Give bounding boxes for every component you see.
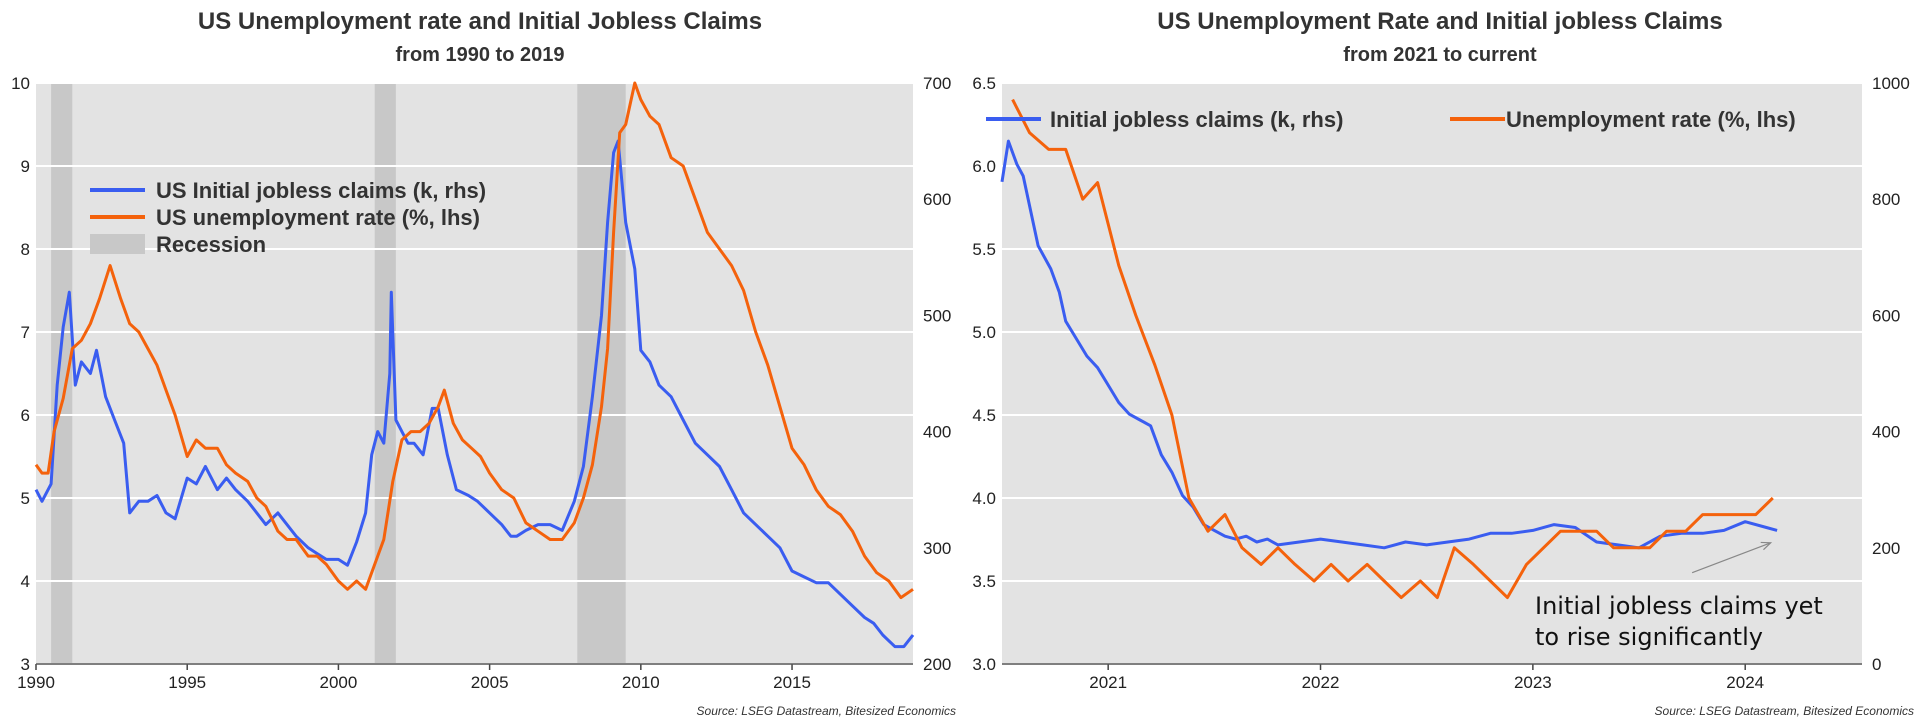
right-chart-svg: 3.0 3.5 4.0 4.5 5.0 5.5 6.0 6.5 0 200 400 600 800 100… bbox=[972, 74, 1910, 692]
y-left-tick-label: 10 bbox=[11, 74, 30, 93]
series-line-claims bbox=[34, 139, 915, 649]
x-tick-label: 1995 bbox=[168, 673, 206, 692]
y-right-tick-label: 500 bbox=[923, 306, 951, 325]
chart-title: US Unemployment rate and Initial Jobless… bbox=[197, 8, 763, 35]
left-chart-svg: 3 4 5 6 7 8 9 10 200 300 400 500 600 700 1990 1995 2000 2… bbox=[11, 74, 951, 692]
y-left-tick-label: 4 bbox=[21, 572, 30, 591]
y-left-tick-label: 5 bbox=[21, 489, 30, 508]
left-chart-panel: US Unemployment rate and Initial Jobless… bbox=[11, 8, 956, 718]
chart-source: Source: LSEG Datastream, Bitesized Econo… bbox=[1654, 704, 1914, 718]
y-right-tick-label: 600 bbox=[1872, 306, 1900, 325]
x-tick-label: 2021 bbox=[1089, 673, 1127, 692]
y-left-tick-label: 6 bbox=[21, 406, 30, 425]
x-tick-label: 2005 bbox=[471, 673, 509, 692]
series-line-unemployment bbox=[1011, 98, 1774, 600]
x-tick-label: 2023 bbox=[1514, 673, 1552, 692]
x-tick-label: 2022 bbox=[1302, 673, 1340, 692]
plot-area bbox=[36, 83, 913, 664]
y-left-tick-label: 3 bbox=[21, 655, 30, 674]
legend-label: Initial jobless claims (k, rhs) bbox=[1050, 107, 1343, 132]
chart-subtitle: from 2021 to current bbox=[1343, 44, 1537, 66]
y-left-tick-label: 7 bbox=[21, 323, 30, 342]
chart-subtitle: from 1990 to 2019 bbox=[395, 44, 565, 66]
y-right-tick-label: 400 bbox=[1872, 423, 1900, 442]
y-right-tick-label: 0 bbox=[1872, 655, 1881, 674]
x-tick-label: 2000 bbox=[319, 673, 357, 692]
legend-swatch bbox=[90, 234, 145, 254]
y-right-tick-label: 700 bbox=[923, 74, 951, 93]
y-left-tick-label: 5.5 bbox=[972, 240, 996, 259]
y-left-tick-label: 6.5 bbox=[972, 74, 996, 93]
y-left-tick-label: 4.0 bbox=[972, 489, 996, 508]
legend-label: Recession bbox=[156, 232, 266, 257]
legend-label: US unemployment rate (%, lhs) bbox=[156, 205, 480, 230]
recession-band bbox=[51, 83, 73, 664]
x-tick-label: 2015 bbox=[773, 673, 811, 692]
y-left-tick-label: 5.0 bbox=[972, 323, 996, 342]
x-tick-label: 2010 bbox=[622, 673, 660, 692]
y-left-tick-label: 4.5 bbox=[972, 406, 996, 425]
annotation-arrow bbox=[1691, 542, 1771, 574]
y-left-tick-label: 6.0 bbox=[972, 157, 996, 176]
recession-band bbox=[374, 83, 396, 664]
y-left-tick-label: 3.5 bbox=[972, 572, 996, 591]
y-right-tick-label: 600 bbox=[923, 190, 951, 209]
x-tick-label: 2024 bbox=[1726, 673, 1764, 692]
y-right-tick-label: 300 bbox=[923, 539, 951, 558]
series-line-unemployment bbox=[34, 81, 914, 600]
y-right-tick-label: 400 bbox=[923, 423, 951, 442]
x-tick-label: 1990 bbox=[17, 673, 55, 692]
chart-source: Source: LSEG Datastream, Bitesized Econo… bbox=[696, 704, 956, 718]
chart-title: US Unemployment Rate and Initial jobless… bbox=[1157, 8, 1723, 35]
annotation-arrowhead bbox=[1760, 541, 1773, 551]
annotation-text: Initial jobless claims yet bbox=[1535, 592, 1823, 620]
y-left-tick-label: 9 bbox=[21, 157, 30, 176]
y-right-tick-label: 1000 bbox=[1872, 74, 1910, 93]
y-left-tick-label: 8 bbox=[21, 240, 30, 259]
y-left-tick-label: 3.0 bbox=[972, 655, 996, 674]
y-right-tick-label: 800 bbox=[1872, 190, 1900, 209]
y-right-tick-label: 200 bbox=[923, 655, 951, 674]
legend-label: Unemployment rate (%, lhs) bbox=[1506, 107, 1796, 132]
legend-label: US Initial jobless claims (k, rhs) bbox=[156, 178, 486, 203]
plot-area bbox=[1002, 83, 1862, 664]
y-right-tick-label: 200 bbox=[1872, 539, 1900, 558]
annotation-text: to rise significantly bbox=[1535, 623, 1763, 651]
right-chart-panel: US Unemployment Rate and Initial jobless… bbox=[960, 0, 1920, 720]
